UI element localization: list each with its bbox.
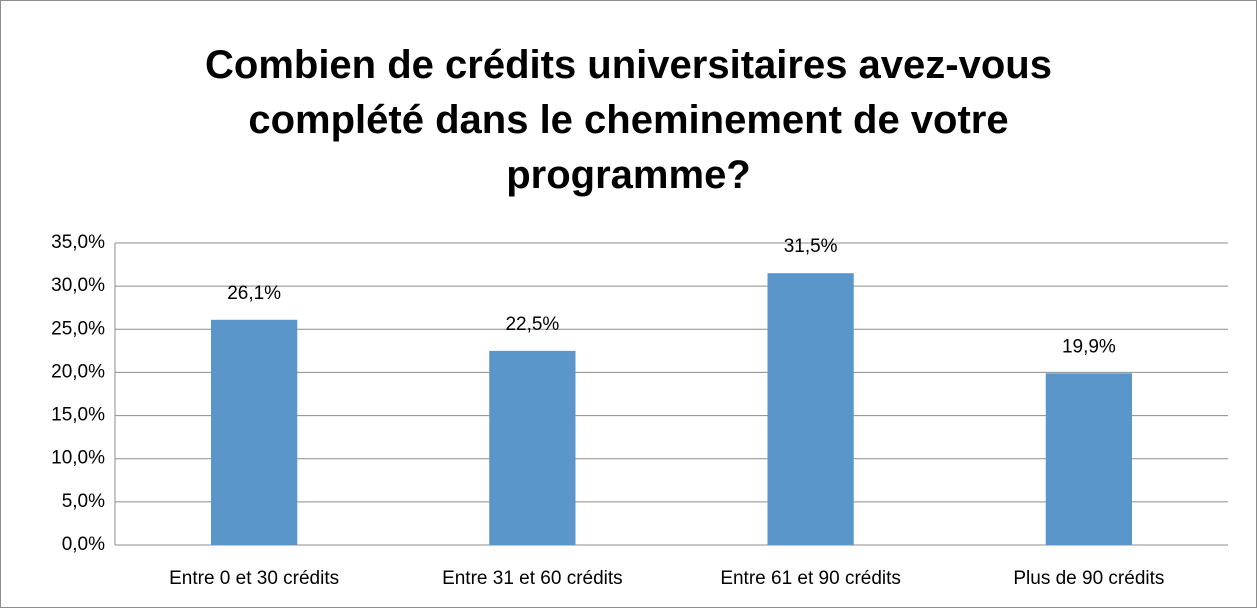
data-label: 26,1% — [227, 283, 281, 304]
y-tick-label: 5,0% — [62, 491, 105, 512]
bar — [210, 319, 298, 545]
x-tick-label: Plus de 90 crédits — [1013, 568, 1164, 589]
y-tick-label: 0,0% — [62, 534, 105, 555]
y-tick-label: 20,0% — [51, 361, 105, 382]
y-tick-label: 30,0% — [51, 275, 105, 296]
x-tick-label: Entre 31 et 60 crédits — [442, 568, 623, 589]
y-tick-label: 25,0% — [51, 318, 105, 339]
data-label: 19,9% — [1062, 336, 1116, 357]
y-tick-label: 15,0% — [51, 405, 105, 426]
bar — [1045, 373, 1133, 545]
x-tick-label: Entre 0 et 30 crédits — [169, 568, 339, 589]
y-tick-label: 35,0% — [51, 232, 105, 253]
y-tick-label: 10,0% — [51, 448, 105, 469]
x-tick-label: Entre 61 et 90 crédits — [720, 568, 901, 589]
data-label: 31,5% — [784, 236, 838, 257]
data-label: 22,5% — [505, 314, 559, 335]
bar — [489, 350, 576, 545]
bar — [767, 273, 854, 545]
chart-title: Combien de crédits universitaires avez-v… — [205, 43, 1052, 197]
